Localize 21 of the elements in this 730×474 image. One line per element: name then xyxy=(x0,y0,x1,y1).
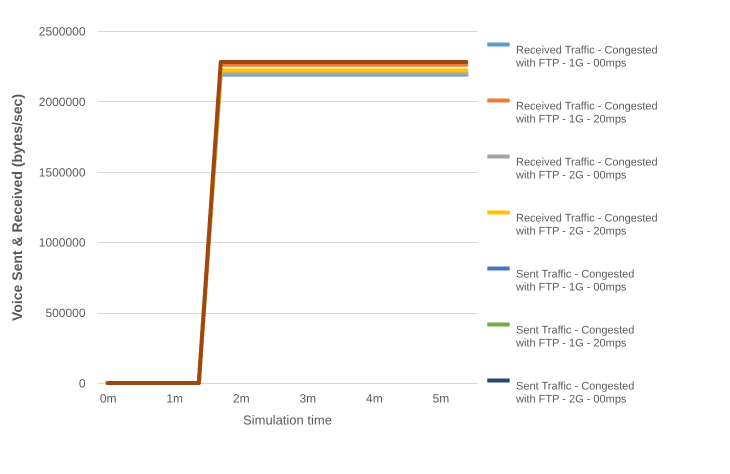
x-tick-label: 3m xyxy=(299,392,316,406)
y-axis-title: Voice Sent & Received (bytes/sec) xyxy=(8,94,25,321)
x-tick-label: 1m xyxy=(166,392,184,406)
legend-label: Sent Traffic - Congested with FTP - 1G - 20mps xyxy=(515,324,634,350)
x-tick-label: 2m xyxy=(232,392,250,406)
y-tick-label: 2000000 xyxy=(38,94,86,109)
y-tick-label: 0 xyxy=(78,376,86,390)
y-tick-label: 1500000 xyxy=(38,165,86,180)
x-tick-label: 5m xyxy=(432,392,450,406)
legend-label: Received Traffic - Congested with FTP - 2G - 00mps xyxy=(515,156,658,182)
legend-label: Received Traffic - Congested with FTP - 1G - 00mps xyxy=(515,44,658,70)
x-tick-label: 4m xyxy=(366,392,383,406)
legend-label: Received Traffic - Congested with FTP - 1G - 20mps xyxy=(515,100,658,126)
x-axis-title: Simulation time xyxy=(243,412,332,428)
y-tick-label: 1000000 xyxy=(38,236,86,250)
x-tick-label: 0m xyxy=(100,392,116,406)
legend-label: Sent Traffic - Congested with FTP - 2G - 00mps xyxy=(515,380,634,406)
legend-label: Sent Traffic - Congested with FTP - 1G - 00mps xyxy=(515,268,634,294)
y-tick-label: 500000 xyxy=(45,306,86,320)
legend-label: Received Traffic - Congested with FTP - 2G - 20mps xyxy=(515,212,658,238)
y-tick-label: 2500000 xyxy=(38,24,86,38)
